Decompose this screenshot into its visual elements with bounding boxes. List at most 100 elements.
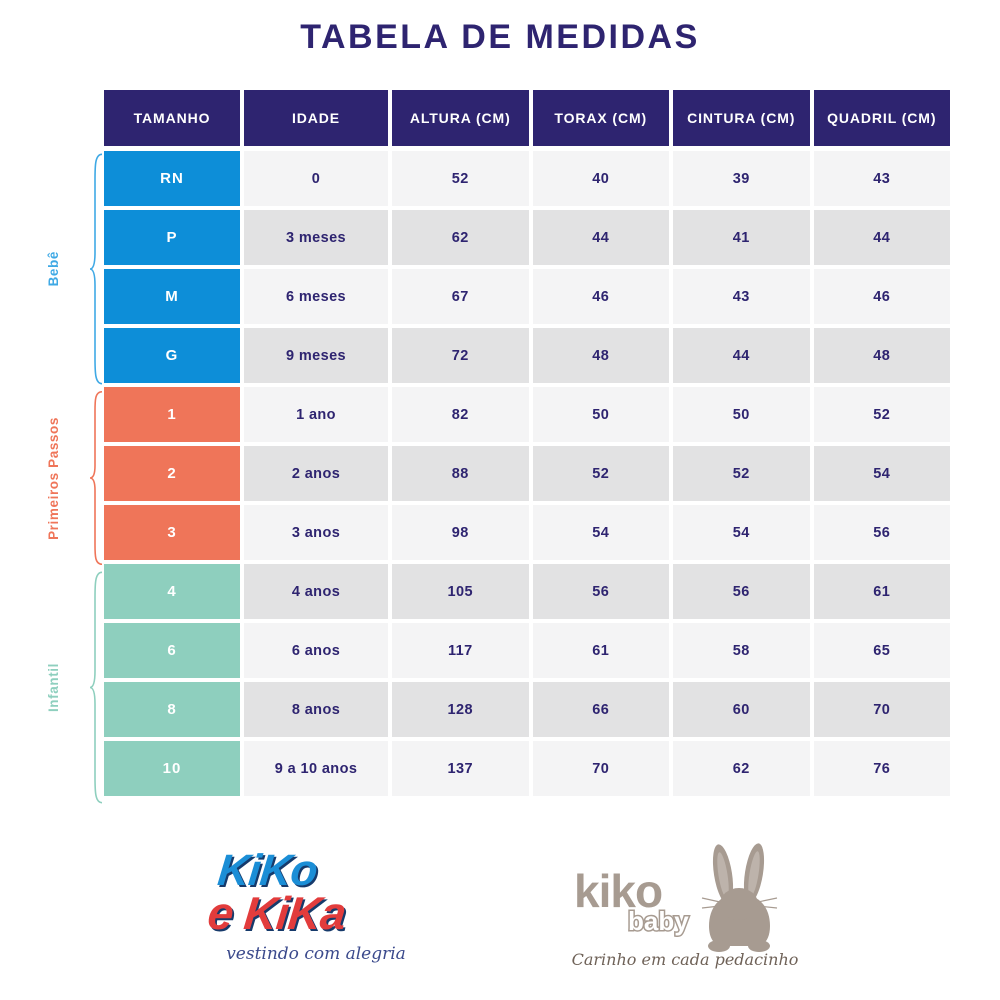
cell-idade: 4 anos bbox=[244, 564, 388, 619]
cell-quadril: 65 bbox=[813, 623, 950, 678]
group-primeiros-passos: Primeiros Passos bbox=[46, 390, 104, 566]
cell-tamanho: 6 bbox=[104, 623, 240, 678]
brace-icon-primeiros-passos bbox=[88, 390, 104, 566]
logo-kiko-baby: kiko baby bbox=[560, 840, 810, 990]
table-row: 10 9 a 10 anos 137 70 62 76 bbox=[104, 741, 950, 796]
cell-tamanho: P bbox=[104, 210, 240, 265]
cell-cintura: 43 bbox=[673, 269, 810, 324]
cell-tamanho: M bbox=[104, 269, 240, 324]
logo-kiko-e-kika: KiKo e KiKa vestindo com alegria bbox=[190, 840, 440, 990]
cell-torax: 61 bbox=[532, 623, 669, 678]
column-header-idade: IDADE bbox=[244, 90, 388, 146]
brace-icon-infantil bbox=[88, 570, 104, 805]
logo-kiko-e-kika-line2-text: e KiKa bbox=[205, 887, 348, 939]
cell-quadril: 43 bbox=[813, 151, 950, 206]
cell-idade: 6 meses bbox=[244, 269, 388, 324]
group-bebe: Bebê bbox=[46, 152, 104, 386]
cell-altura: 82 bbox=[392, 387, 529, 442]
table-header-row: TAMANHO IDADE ALTURA (CM) TORAX (CM) CIN… bbox=[104, 90, 950, 146]
cell-tamanho: RN bbox=[104, 151, 240, 206]
cell-quadril: 44 bbox=[813, 210, 950, 265]
cell-torax: 70 bbox=[532, 741, 669, 796]
group-rail: Bebê Primeiros Passos Infantil bbox=[46, 90, 104, 802]
group-infantil: Infantil bbox=[46, 570, 104, 805]
cell-altura: 98 bbox=[392, 505, 529, 560]
cell-torax: 56 bbox=[532, 564, 669, 619]
cell-quadril: 61 bbox=[813, 564, 950, 619]
cell-tamanho: 8 bbox=[104, 682, 240, 737]
column-header-torax: TORAX (CM) bbox=[532, 90, 669, 146]
cell-idade: 2 anos bbox=[244, 446, 388, 501]
cell-altura: 62 bbox=[392, 210, 529, 265]
column-header-quadril: QUADRIL (CM) bbox=[813, 90, 950, 146]
footer-logos: KiKo e KiKa vestindo com alegria kiko ba… bbox=[0, 840, 1000, 1000]
cell-altura: 52 bbox=[392, 151, 529, 206]
cell-cintura: 52 bbox=[673, 446, 810, 501]
cell-idade: 3 anos bbox=[244, 505, 388, 560]
cell-quadril: 52 bbox=[813, 387, 950, 442]
cell-altura: 128 bbox=[392, 682, 529, 737]
cell-cintura: 54 bbox=[673, 505, 810, 560]
cell-cintura: 39 bbox=[673, 151, 810, 206]
cell-torax: 40 bbox=[532, 151, 669, 206]
cell-quadril: 54 bbox=[813, 446, 950, 501]
table-body: RN 0 52 40 39 43 P 3 meses 62 44 41 44 M 6 meses 67 46 4… bbox=[104, 151, 950, 796]
brace-icon-bebe bbox=[88, 152, 104, 386]
cell-tamanho: G bbox=[104, 328, 240, 383]
measurements-table: TAMANHO IDADE ALTURA (CM) TORAX (CM) CIN… bbox=[104, 90, 950, 800]
column-header-tamanho: TAMANHO bbox=[104, 90, 240, 146]
cell-tamanho: 4 bbox=[104, 564, 240, 619]
logo-kiko-baby-sub: baby bbox=[627, 905, 691, 938]
cell-idade: 1 ano bbox=[244, 387, 388, 442]
cell-tamanho: 2 bbox=[104, 446, 240, 501]
bunny-icon bbox=[690, 842, 790, 954]
cell-torax: 44 bbox=[532, 210, 669, 265]
cell-torax: 50 bbox=[532, 387, 669, 442]
cell-cintura: 41 bbox=[673, 210, 810, 265]
cell-cintura: 58 bbox=[673, 623, 810, 678]
logo-kiko-e-kika-line2: e KiKa bbox=[205, 886, 348, 940]
cell-quadril: 56 bbox=[813, 505, 950, 560]
cell-tamanho: 10 bbox=[104, 741, 240, 796]
cell-cintura: 62 bbox=[673, 741, 810, 796]
column-header-altura: ALTURA (CM) bbox=[392, 90, 529, 146]
cell-altura: 105 bbox=[392, 564, 529, 619]
cell-torax: 66 bbox=[532, 682, 669, 737]
cell-torax: 48 bbox=[532, 328, 669, 383]
cell-torax: 54 bbox=[532, 505, 669, 560]
cell-altura: 67 bbox=[392, 269, 529, 324]
cell-idade: 3 meses bbox=[244, 210, 388, 265]
cell-altura: 72 bbox=[392, 328, 529, 383]
table-row: RN 0 52 40 39 43 bbox=[104, 151, 950, 206]
cell-cintura: 44 bbox=[673, 328, 810, 383]
cell-tamanho: 1 bbox=[104, 387, 240, 442]
cell-quadril: 46 bbox=[813, 269, 950, 324]
logo-kiko-baby-tagline: Carinho em cada pedacinho bbox=[571, 950, 799, 969]
cell-altura: 117 bbox=[392, 623, 529, 678]
cell-torax: 52 bbox=[532, 446, 669, 501]
logo-kiko-e-kika-tagline: vestindo com alegria bbox=[226, 944, 406, 964]
cell-cintura: 60 bbox=[673, 682, 810, 737]
cell-idade: 9 a 10 anos bbox=[244, 741, 388, 796]
cell-idade: 8 anos bbox=[244, 682, 388, 737]
cell-idade: 9 meses bbox=[244, 328, 388, 383]
cell-idade: 6 anos bbox=[244, 623, 388, 678]
cell-quadril: 76 bbox=[813, 741, 950, 796]
cell-cintura: 50 bbox=[673, 387, 810, 442]
page-title: TABELA DE MEDIDAS bbox=[300, 18, 700, 56]
cell-altura: 137 bbox=[392, 741, 529, 796]
cell-tamanho: 3 bbox=[104, 505, 240, 560]
cell-quadril: 70 bbox=[813, 682, 950, 737]
cell-altura: 88 bbox=[392, 446, 529, 501]
cell-quadril: 48 bbox=[813, 328, 950, 383]
